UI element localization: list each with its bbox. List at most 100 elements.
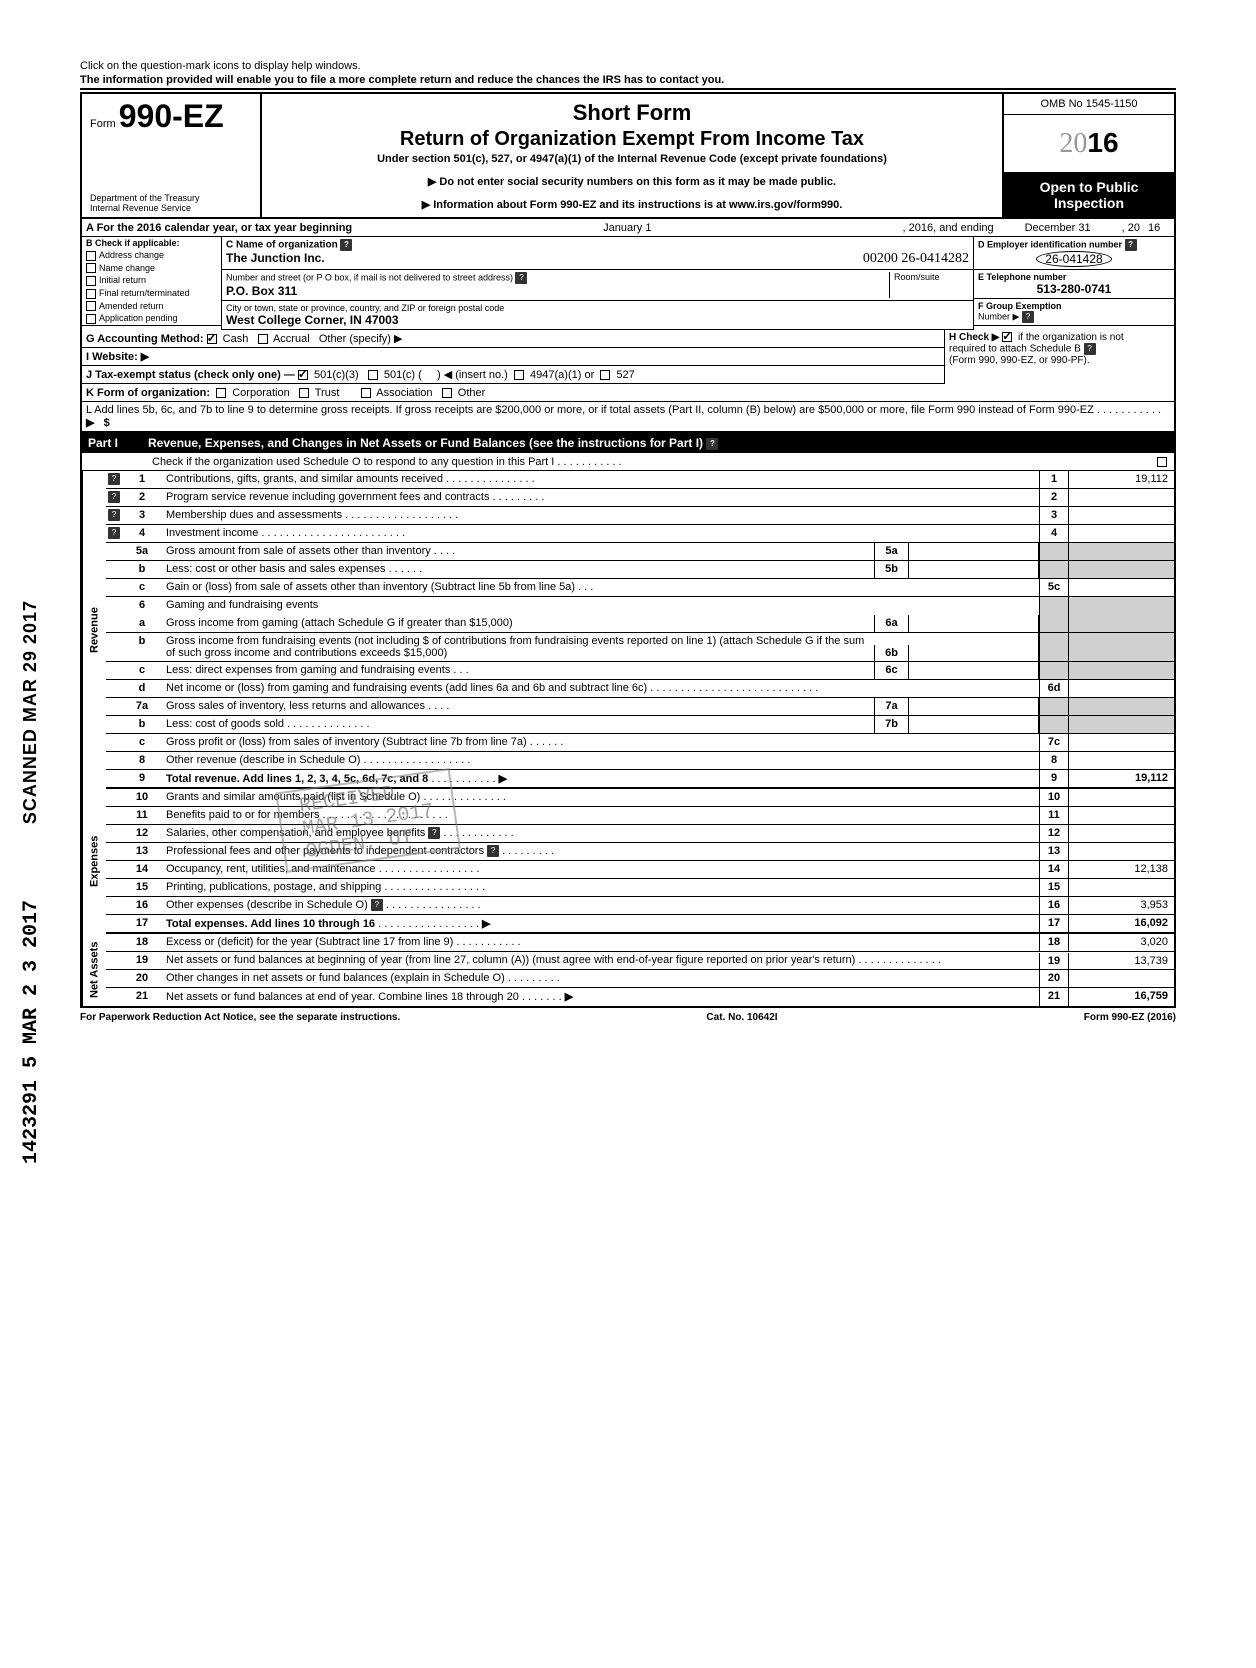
l5c-val <box>1069 579 1174 596</box>
line-i: I Website: ▶ <box>82 348 944 366</box>
section-c-label: C Name of organization <box>226 240 338 251</box>
line-a-yr-prefix: , 20 <box>1118 220 1144 236</box>
help-icon[interactable]: ? <box>108 527 120 539</box>
form-id-cell: Form 990-EZ Department of the Treasury I… <box>82 94 262 217</box>
chk-501c3[interactable] <box>298 370 308 380</box>
l9-arrow: ▶ <box>499 773 507 785</box>
chk-name[interactable]: Name change <box>82 262 221 275</box>
chk-other-org[interactable] <box>442 388 452 398</box>
help-icon[interactable]: ? <box>108 473 120 485</box>
chk-sched-b[interactable] <box>1002 332 1012 342</box>
chk-address[interactable]: Address change <box>82 249 221 262</box>
chk-amended[interactable]: Amended return <box>82 300 221 313</box>
room-label: Room/suite <box>894 272 969 282</box>
chk-amended-label: Amended return <box>99 301 164 311</box>
l7b-endval-shade <box>1069 716 1174 733</box>
help-icon[interactable]: ? <box>1125 239 1137 251</box>
l15-box: 15 <box>1039 879 1069 896</box>
l8-desc: Other revenue (describe in Schedule O) <box>166 754 360 766</box>
line-13: 13Professional fees and other payments t… <box>106 843 1174 861</box>
l6c-desc: Less: direct expenses from gaming and fu… <box>166 664 450 676</box>
chk-501c[interactable] <box>368 370 378 380</box>
line-6a: aGross income from gaming (attach Schedu… <box>106 615 1174 633</box>
l16-num: 16 <box>122 897 162 914</box>
l11-val <box>1069 807 1174 824</box>
l7c-val <box>1069 734 1174 751</box>
l21-num: 21 <box>122 988 162 1006</box>
l5a-endval-shade <box>1069 543 1174 560</box>
line-7c: cGross profit or (loss) from sales of in… <box>106 734 1174 752</box>
netassets-section: Net Assets 18Excess or (deficit) for the… <box>80 934 1176 1008</box>
chk-assoc[interactable] <box>361 388 371 398</box>
l6b-subval <box>909 633 1039 661</box>
chk-final[interactable]: Final return/terminated <box>82 287 221 300</box>
help-icon[interactable]: ? <box>1022 311 1034 323</box>
chk-cash[interactable] <box>207 334 217 344</box>
section-def: D Employer identification number ? 26-04… <box>974 237 1174 330</box>
line-a-yr: 16 <box>1144 220 1174 236</box>
l16-desc: Other expenses (describe in Schedule O) <box>166 899 368 911</box>
l7a-subval <box>909 698 1039 715</box>
accrual-label: Accrual <box>273 333 310 345</box>
help-icon[interactable]: ? <box>1084 343 1096 355</box>
line-21: 21Net assets or fund balances at end of … <box>106 988 1174 1006</box>
l7c-desc: Gross profit or (loss) from sales of inv… <box>166 736 527 748</box>
chk-trust[interactable] <box>299 388 309 398</box>
l1-desc: Contributions, gifts, grants, and simila… <box>166 473 443 485</box>
cash-label: Cash <box>223 333 249 345</box>
dept-info: Department of the Treasury Internal Reve… <box>90 193 252 213</box>
l14-num: 14 <box>122 861 162 878</box>
scanned-stamp-vertical: SCANNED MAR 29 2017 <box>20 600 41 824</box>
chk-schedule-o[interactable] <box>1157 457 1167 467</box>
inspection-label: Inspection <box>1006 195 1172 211</box>
l2-num: 2 <box>122 489 162 506</box>
l19-val: 13,739 <box>1069 953 1174 969</box>
chk-pending[interactable]: Application pending <box>82 312 221 326</box>
l6d-num: d <box>122 680 162 697</box>
chk-initial[interactable]: Initial return <box>82 274 221 287</box>
help-icon[interactable]: ? <box>108 491 120 503</box>
help-icon[interactable]: ? <box>340 239 352 251</box>
l13-box: 13 <box>1039 843 1069 860</box>
l5b-endval-shade <box>1069 561 1174 578</box>
line-10: 10Grants and similar amounts paid (list … <box>106 789 1174 807</box>
l5b-desc: Less: cost or other basis and sales expe… <box>166 563 386 575</box>
l6a-sub: 6a <box>874 615 909 632</box>
phone-value: 513-280-0741 <box>978 282 1170 296</box>
l6b-end-shade <box>1039 633 1069 661</box>
l1-num: 1 <box>122 471 162 488</box>
line-h: H Check ▶ if the organization is not req… <box>944 330 1174 384</box>
help-icon[interactable]: ? <box>515 272 527 284</box>
l5b-end-shade <box>1039 561 1069 578</box>
l18-desc: Excess or (deficit) for the year (Subtra… <box>166 936 453 948</box>
form-number-big: 990-EZ <box>119 98 224 134</box>
help-icon[interactable]: ? <box>706 438 718 450</box>
help-icon[interactable]: ? <box>371 899 383 911</box>
footer: For Paperwork Reduction Act Notice, see … <box>80 1008 1176 1023</box>
l5a-subval <box>909 543 1039 560</box>
l17-val: 16,092 <box>1069 915 1174 932</box>
l7a-desc: Gross sales of inventory, less returns a… <box>166 700 425 712</box>
line-a-label: A For the 2016 calendar year, or tax yea… <box>82 220 356 236</box>
l20-desc: Other changes in net assets or fund bala… <box>166 972 505 984</box>
help-icon[interactable]: ? <box>487 845 499 857</box>
l20-box: 20 <box>1039 970 1069 987</box>
501c3-label: 501(c)(3) <box>314 369 359 381</box>
l19-box: 19 <box>1039 953 1069 969</box>
l15-num: 15 <box>122 879 162 896</box>
line-14: 14Occupancy, rent, utilities, and mainte… <box>106 861 1174 879</box>
line-7a: 7aGross sales of inventory, less returns… <box>106 698 1174 716</box>
l21-arrow: ▶ <box>565 991 573 1003</box>
chk-accrual[interactable] <box>258 334 268 344</box>
l1-val: 19,112 <box>1069 471 1174 488</box>
section-f-label: F Group Exemption <box>978 301 1170 311</box>
chk-corp[interactable] <box>216 388 226 398</box>
part1-title: Revenue, Expenses, and Changes in Net As… <box>148 436 703 450</box>
help-icon[interactable]: ? <box>108 509 120 521</box>
line-3: ?3Membership dues and assessments . . . … <box>106 507 1174 525</box>
handwritten-code: 00200 26-0414282 <box>863 251 969 267</box>
chk-4947[interactable] <box>514 370 524 380</box>
chk-527[interactable] <box>600 370 610 380</box>
org-name: The Junction Inc. <box>226 251 325 267</box>
year-bold: 16 <box>1087 127 1118 158</box>
